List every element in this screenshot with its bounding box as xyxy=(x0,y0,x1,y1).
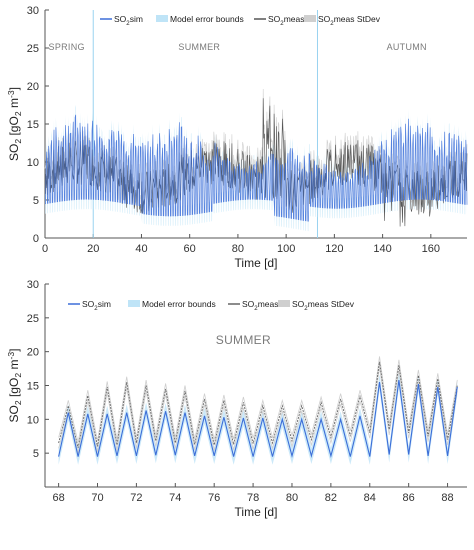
x-tick-label: 84 xyxy=(364,492,376,504)
x-tick-label: 86 xyxy=(403,492,415,504)
x-tick-label: 80 xyxy=(232,243,244,255)
x-tick-label: 72 xyxy=(130,492,142,504)
season-label-summer: SUMMER xyxy=(178,42,220,52)
chart-2: 5 10 15 20 25 30 68 70 72 74 76 78 80 82 84 86 88 Time [d… xyxy=(6,279,467,519)
legend-entry: SO2sim xyxy=(82,299,111,312)
x-tick-label: 88 xyxy=(441,492,453,504)
y-tick-label: 5 xyxy=(33,448,39,460)
x-tick-label: 20 xyxy=(87,243,99,255)
y-tick-label: 25 xyxy=(27,313,39,325)
x-axis-label: Time [d] xyxy=(235,505,278,519)
model-error-band xyxy=(58,372,458,465)
x-tick-label: 0 xyxy=(42,243,48,255)
y-tick-label: 10 xyxy=(27,157,39,169)
so2sim-line xyxy=(58,380,458,459)
y-tick-label: 30 xyxy=(27,5,39,17)
x-tick-label: 80 xyxy=(286,492,298,504)
legend-entry: SO2meas StDev xyxy=(318,14,381,27)
legend-entry: SO2meas xyxy=(242,299,278,312)
y-tick-label: 30 xyxy=(27,279,39,291)
x-tick-label: 82 xyxy=(325,492,337,504)
x-tick-label: 74 xyxy=(169,492,181,504)
so2sim-line xyxy=(44,114,468,222)
x-tick-label: 120 xyxy=(325,243,343,255)
y-tick-label: 15 xyxy=(27,381,39,393)
y-tick-label: 5 xyxy=(33,195,39,207)
y-axis-label: SO2 [gO2 m-3] xyxy=(6,349,23,423)
legend-swatch xyxy=(278,300,290,307)
y-tick-label: 10 xyxy=(27,414,39,426)
x-tick-label: 160 xyxy=(422,243,440,255)
x-tick-label: 140 xyxy=(373,243,391,255)
legend-swatch xyxy=(156,15,168,22)
y-axis-label: SO2 [gO2 m-3] xyxy=(6,87,23,161)
meas-stdev-lower xyxy=(58,367,458,454)
x-tick-label: 68 xyxy=(52,492,64,504)
x-tick-label: 78 xyxy=(247,492,259,504)
season-label-autumn: AUTUMN xyxy=(387,42,427,52)
x-tick-label: 100 xyxy=(277,243,295,255)
y-tick-label: 20 xyxy=(27,81,39,93)
season-label-spring: SPRING xyxy=(49,42,85,52)
chart-1: 0 5 10 15 20 25 30 0 20 40 60 80 100 120 140 160 Time [d… xyxy=(6,5,468,270)
legend-swatch xyxy=(128,300,140,307)
legend-entry: SO2sim xyxy=(114,14,143,27)
y-tick-label: 20 xyxy=(27,347,39,359)
x-axis-label: Time [d] xyxy=(235,256,278,270)
legend-entry: SO2meas StDev xyxy=(292,299,355,312)
season-label-summer: SUMMER xyxy=(216,333,271,347)
legend-entry: Model error bounds xyxy=(142,299,216,309)
meas-stdev-upper xyxy=(58,356,458,443)
legend-entry: Model error bounds xyxy=(170,14,244,24)
y-tick-label: 25 xyxy=(27,43,39,55)
y-tick-label: 0 xyxy=(33,233,39,245)
so2meas-line xyxy=(58,361,458,448)
x-tick-label: 40 xyxy=(135,243,147,255)
x-tick-label: 60 xyxy=(184,243,196,255)
legend-entry: SO2meas xyxy=(268,14,304,27)
y-tick-label: 15 xyxy=(27,119,39,131)
x-tick-label: 76 xyxy=(208,492,220,504)
x-tick-label: 70 xyxy=(91,492,103,504)
legend-swatch xyxy=(304,15,316,22)
